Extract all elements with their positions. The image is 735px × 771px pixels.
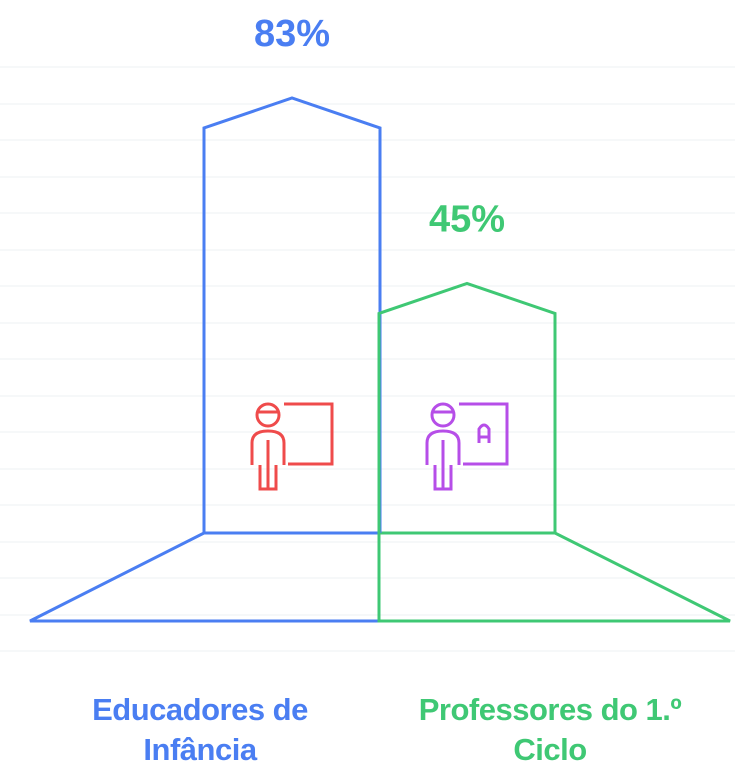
category-label: Professores do 1.º Ciclo: [418, 692, 682, 767]
background-lines: [0, 66, 735, 652]
bar: [202, 96, 382, 533]
teacher-icon: [425, 402, 509, 491]
base-right: [377, 531, 731, 623]
category-label: Educadores de Infância: [92, 692, 308, 767]
bar: [377, 281, 557, 533]
teacher-icon: [250, 402, 334, 491]
value-label: 83%: [254, 13, 330, 55]
value-label: 45%: [429, 198, 505, 240]
base-left: [29, 531, 381, 623]
